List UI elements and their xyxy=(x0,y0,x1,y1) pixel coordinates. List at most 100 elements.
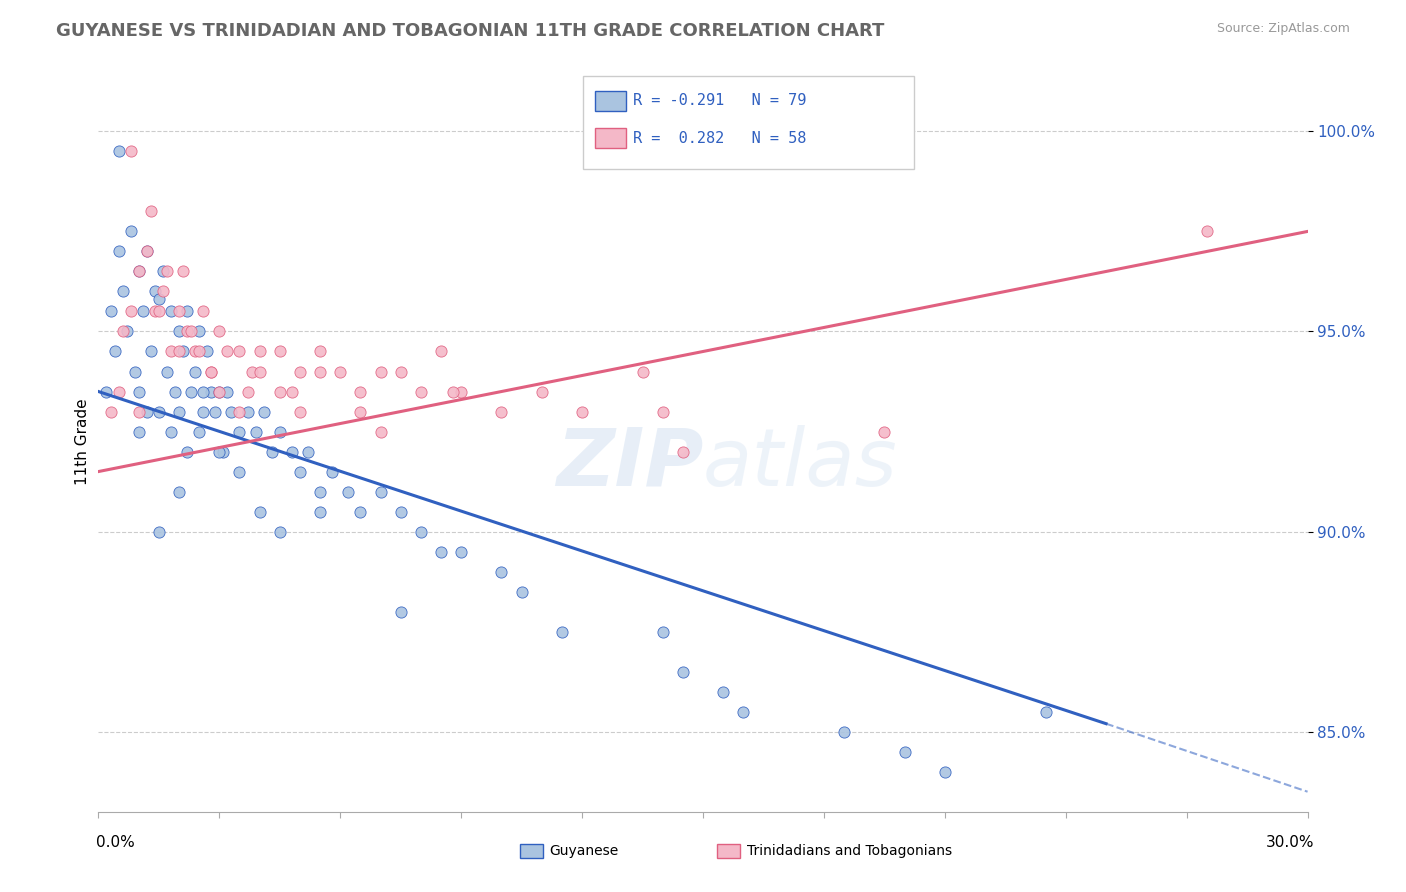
Point xyxy=(160,304,183,318)
Point xyxy=(288,465,311,479)
Point xyxy=(260,444,283,458)
Point xyxy=(389,364,412,378)
Point xyxy=(672,444,695,458)
Point xyxy=(188,344,211,359)
Point xyxy=(135,404,157,418)
Point xyxy=(208,384,231,399)
Point xyxy=(370,425,392,439)
Point xyxy=(128,264,150,278)
Point xyxy=(128,425,150,439)
Text: Source: ZipAtlas.com: Source: ZipAtlas.com xyxy=(1216,22,1350,36)
Point xyxy=(204,404,226,418)
Point xyxy=(107,244,129,259)
Point xyxy=(188,325,211,339)
Point xyxy=(180,384,202,399)
Point xyxy=(208,384,231,399)
Point xyxy=(100,304,122,318)
Point xyxy=(228,425,250,439)
Point xyxy=(297,444,319,458)
Point xyxy=(111,325,134,339)
Point xyxy=(409,384,432,399)
Text: Guyanese: Guyanese xyxy=(550,844,619,858)
Text: R = -0.291   N = 79: R = -0.291 N = 79 xyxy=(633,94,806,108)
Point xyxy=(208,325,231,339)
Point xyxy=(430,544,453,558)
Point xyxy=(269,344,291,359)
Point xyxy=(309,505,332,519)
Point xyxy=(176,304,198,318)
Point xyxy=(228,404,250,418)
Point xyxy=(389,605,412,619)
Point xyxy=(120,224,142,238)
Point xyxy=(651,624,673,639)
Point xyxy=(143,285,166,299)
Point xyxy=(309,344,332,359)
Point xyxy=(124,364,146,378)
Point xyxy=(148,293,170,307)
Point xyxy=(184,364,207,378)
Point xyxy=(132,304,155,318)
Point xyxy=(193,304,215,318)
Point xyxy=(370,484,392,499)
Point xyxy=(228,344,250,359)
Point xyxy=(651,404,673,418)
Point xyxy=(530,384,553,399)
Point xyxy=(281,384,304,399)
Point xyxy=(152,264,174,278)
Point xyxy=(100,404,122,418)
Point xyxy=(672,665,695,679)
Point xyxy=(193,404,215,418)
Point xyxy=(143,304,166,318)
Text: 30.0%: 30.0% xyxy=(1267,836,1315,850)
Point xyxy=(236,404,259,418)
Point xyxy=(873,425,896,439)
Point xyxy=(172,344,194,359)
Point xyxy=(309,484,332,499)
Point xyxy=(269,425,291,439)
Point xyxy=(269,384,291,399)
Point xyxy=(160,344,183,359)
Point xyxy=(711,684,734,698)
Point xyxy=(1195,224,1218,238)
Point xyxy=(221,404,243,418)
Point xyxy=(120,304,142,318)
Point xyxy=(163,384,186,399)
Text: atlas: atlas xyxy=(703,425,898,503)
Point xyxy=(571,404,593,418)
Point xyxy=(135,244,157,259)
Point xyxy=(329,364,352,378)
Point xyxy=(217,384,239,399)
Point xyxy=(128,264,150,278)
Point xyxy=(349,384,371,399)
Point xyxy=(510,584,533,599)
Point xyxy=(200,364,222,378)
Point xyxy=(167,325,190,339)
Point xyxy=(450,544,472,558)
Point xyxy=(249,344,271,359)
Point xyxy=(1035,705,1057,719)
Point xyxy=(631,364,654,378)
Point xyxy=(148,404,170,418)
Point xyxy=(200,384,222,399)
Point xyxy=(309,364,332,378)
Point xyxy=(389,505,412,519)
Point xyxy=(253,404,276,418)
Text: R =  0.282   N = 58: R = 0.282 N = 58 xyxy=(633,131,806,145)
Point xyxy=(148,524,170,539)
Point xyxy=(135,244,157,259)
Point xyxy=(349,505,371,519)
Point xyxy=(281,444,304,458)
Point xyxy=(128,384,150,399)
Point xyxy=(832,724,855,739)
Point xyxy=(180,325,202,339)
Point xyxy=(321,465,343,479)
Point xyxy=(337,484,360,499)
Point xyxy=(217,344,239,359)
Point xyxy=(115,325,138,339)
Point xyxy=(370,364,392,378)
Point xyxy=(188,425,211,439)
Point xyxy=(288,404,311,418)
Point xyxy=(152,285,174,299)
Text: Trinidadians and Tobagonians: Trinidadians and Tobagonians xyxy=(747,844,952,858)
Point xyxy=(139,344,162,359)
